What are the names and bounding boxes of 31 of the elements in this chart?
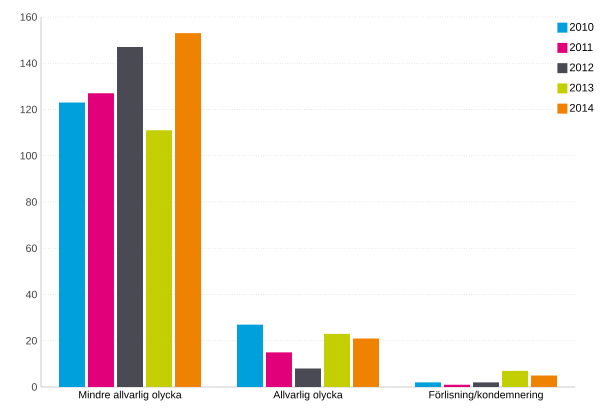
bar [117,47,143,387]
y-tick-label: 100 [20,152,37,160]
y-tick-label: 80 [26,198,37,206]
y-tick-label: 120 [20,106,37,114]
x-tick-label: Förlisning/kondemnering [429,390,543,400]
bar [236,324,263,387]
x-tick-label: Allvarlig olycka [273,390,343,400]
bar [353,338,380,387]
bar [58,102,85,387]
y-tick-label: 0 [32,383,37,391]
legend-label: 2012 [570,64,594,72]
legend-label: 2013 [570,84,594,92]
y-tick-label: 160 [20,13,37,21]
bar [414,382,441,387]
y-tick-label: 20 [26,337,37,344]
x-tick-label: Mindre allvarlig olycka [79,390,182,400]
bar [473,382,499,387]
y-tick-label: 60 [26,244,37,252]
bar [146,130,172,387]
legend-label: 2014 [570,104,594,112]
bar [88,93,114,387]
y-tick-label: 140 [20,60,37,67]
bar [295,368,321,387]
y-tick-label: 40 [26,290,37,298]
legend-label: 2011 [570,43,592,52]
legend-label: 2010 [570,23,594,31]
bar [175,33,202,387]
bar [502,370,528,387]
bar [324,334,350,387]
bar [266,352,292,387]
bar [531,375,558,387]
